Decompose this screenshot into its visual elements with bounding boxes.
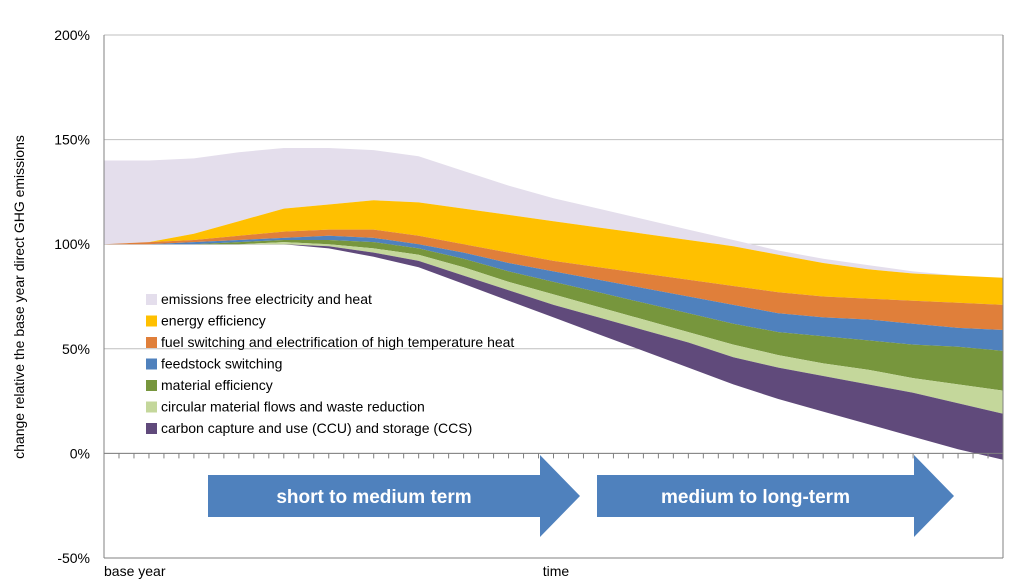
legend-swatch-5 <box>146 380 157 391</box>
y-tick-label: 150% <box>54 132 90 148</box>
phase-arrow-label-1: short to medium term <box>276 487 471 508</box>
legend-label-6: circular material flows and waste reduct… <box>161 399 425 415</box>
phase-arrow-label-2: medium to long-term <box>661 487 850 508</box>
y-tick-label: 100% <box>54 236 90 252</box>
legend-swatch-4 <box>146 358 157 370</box>
legend-label-5: material efficiency <box>161 377 273 393</box>
x-axis-title: time <box>543 563 570 579</box>
area-series-5 <box>104 240 1003 391</box>
legend-swatch-6 <box>146 401 157 413</box>
area-series <box>104 148 1003 460</box>
y-tick-label: 50% <box>62 341 90 357</box>
legend-label-7: carbon capture and use (CCU) and storage… <box>161 420 472 436</box>
phase-arrow-2 <box>597 455 954 537</box>
y-tick-labels: 200% 150% 100% 50% 0% -50% <box>54 27 90 566</box>
x-tick-marks <box>103 453 1004 459</box>
legend-label-4: feedstock switching <box>161 356 282 372</box>
y-tick-label: 200% <box>54 27 90 43</box>
legend-swatch-3 <box>146 337 157 348</box>
legend: emissions free electricity and heat energ… <box>146 291 514 436</box>
x-start-label: base year <box>104 563 166 579</box>
area-series-1 <box>104 148 1003 278</box>
legend-swatch-1 <box>146 294 157 305</box>
legend-swatch-7 <box>146 423 157 434</box>
phase-arrows: short to medium term medium to long-term <box>208 455 954 537</box>
area-series-2 <box>104 200 1003 305</box>
legend-label-1: emissions free electricity and heat <box>161 291 372 307</box>
legend-swatch-2 <box>146 315 157 327</box>
legend-label-2: energy efficiency <box>161 313 266 329</box>
area-series-4 <box>104 235 1003 351</box>
legend-label-3: fuel switching and electrification of hi… <box>161 334 514 350</box>
phase-arrow-1 <box>208 455 580 537</box>
y-tick-label: 0% <box>70 445 90 461</box>
area-series-3 <box>104 229 1003 330</box>
y-tick-label: -50% <box>57 550 90 566</box>
y-axis-title: change relative the base year direct GHG… <box>11 135 27 459</box>
